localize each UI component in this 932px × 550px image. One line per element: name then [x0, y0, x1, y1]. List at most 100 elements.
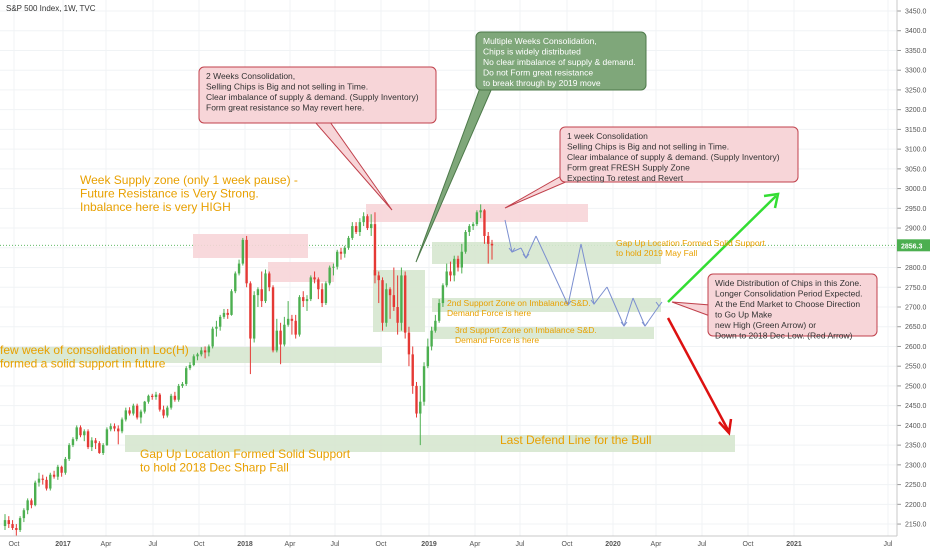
- candle-body: [445, 271, 448, 286]
- y-tick-label: 2950.0: [905, 206, 927, 213]
- candle-body: [128, 410, 131, 414]
- y-tick-label: 2250.0: [905, 482, 927, 489]
- callout-2weeks-text: Form great resistance so May revert here…: [206, 103, 364, 113]
- callout-2weeks-pointer: [313, 121, 393, 211]
- candle-body: [471, 224, 475, 227]
- candle-body: [22, 510, 26, 519]
- candle-body: [302, 297, 305, 302]
- projection-segment: [525, 235, 537, 259]
- candle-body: [249, 283, 252, 339]
- projection-arrowhead: [620, 321, 628, 327]
- candle-body: [487, 235, 490, 244]
- x-tick-label: 2018: [237, 541, 253, 548]
- few-week-label: formed a solid support in future: [0, 357, 166, 371]
- x-tick-label: 2017: [55, 541, 71, 548]
- candle-body: [177, 385, 180, 400]
- candle-body: [226, 312, 229, 315]
- callout-multiple-text: No clear imbalance of supply & demand.: [483, 57, 636, 67]
- y-tick-label: 3250.0: [905, 87, 927, 94]
- callout-1week-box: [559, 126, 799, 183]
- candle-body: [377, 275, 380, 281]
- x-tick-label: Oct: [9, 541, 20, 548]
- candle-body: [207, 346, 211, 353]
- x-tick-label: Oct: [194, 541, 205, 548]
- y-tick-label: 2900.0: [905, 226, 927, 233]
- candle-body: [67, 445, 71, 459]
- candle-body: [75, 427, 78, 440]
- callout-multiple-text: Chips is widely distributed: [483, 47, 581, 57]
- gap-up-2019-label: Gap Up Location Formed Solid Support: [616, 238, 765, 248]
- candle-body: [449, 271, 452, 276]
- candle-body: [45, 479, 48, 489]
- candle-body: [268, 273, 271, 288]
- candle-body: [336, 251, 339, 267]
- callout-wide-text: to Go Up Make: [715, 310, 772, 320]
- callout-multiple-text: Multiple Weeks Consolidation,: [483, 36, 597, 46]
- y-tick-label: 3350.0: [905, 48, 927, 55]
- candle-body: [64, 458, 67, 473]
- candle-body: [117, 428, 120, 432]
- candle-body: [94, 440, 97, 444]
- candle-body: [7, 520, 10, 525]
- y-tick-label: 3000.0: [905, 186, 927, 193]
- candle-body: [90, 440, 94, 448]
- candle-body: [11, 524, 14, 528]
- candle-body: [305, 299, 309, 302]
- candle-body: [271, 287, 275, 351]
- candle-body: [260, 289, 263, 302]
- y-tick-label: 2650.0: [905, 324, 927, 331]
- candle-body: [181, 383, 184, 386]
- candle-body: [385, 289, 388, 323]
- week-supply-label: Future Resistance is Very Strong.: [80, 187, 259, 201]
- gap-up-2018-label: Gap Up Location Formed Solid Support: [140, 447, 351, 461]
- candle-body: [234, 273, 237, 292]
- candle-body: [483, 210, 486, 236]
- callout-1week-text: Expecting To retest and Revert: [567, 173, 684, 183]
- candle-body: [26, 500, 29, 511]
- y-tick-label: 3400.0: [905, 28, 927, 35]
- week-supply-label: Inbalance here is very HIGH: [80, 200, 231, 214]
- second-zone-label: 2nd Support Zone on Imbalance S&D.: [447, 298, 591, 308]
- y-tick-label: 3100.0: [905, 147, 927, 154]
- candle-body: [332, 266, 335, 268]
- candle-body: [166, 407, 169, 416]
- candle-body: [313, 277, 316, 280]
- candle-body: [98, 443, 101, 454]
- zone-red: [268, 262, 334, 282]
- y-tick-label: 3150.0: [905, 127, 927, 134]
- candle-body: [101, 445, 105, 454]
- candle-body: [434, 320, 437, 331]
- callout-2weeks-text: Clear imbalance of supply & demand. (Sup…: [206, 92, 419, 102]
- y-tick-label: 2750.0: [905, 285, 927, 292]
- y-tick-label: 2450.0: [905, 403, 927, 410]
- zone-green: [432, 298, 661, 312]
- candle-body: [15, 528, 18, 530]
- y-tick-label: 3050.0: [905, 166, 927, 173]
- projection-segment: [623, 297, 634, 327]
- x-tick-label: Apr: [101, 541, 113, 548]
- annotation-layer: 2 Weeks Consolidation,Selling Chips is B…: [0, 31, 878, 475]
- candle-body: [294, 320, 297, 335]
- x-tick-label: Apr: [651, 541, 663, 548]
- candle-body: [460, 251, 463, 268]
- candle-body: [290, 318, 294, 321]
- projection-segment: [580, 243, 595, 305]
- candle-body: [158, 394, 161, 410]
- candle-body: [324, 283, 328, 304]
- y-tick-label: 3200.0: [905, 107, 927, 114]
- candle-body: [192, 356, 195, 366]
- callout-multiple-text: Do not Form great resistance: [483, 68, 593, 78]
- projection-arrowhead: [590, 299, 598, 305]
- second-zone-label: Demand Force is here: [447, 308, 531, 318]
- candle-body: [468, 226, 471, 233]
- candle-body: [286, 318, 290, 325]
- candle-body: [147, 395, 150, 402]
- y-tick-label: 2200.0: [905, 502, 927, 509]
- candle-body: [351, 226, 354, 238]
- chart-title: S&P 500 Index, 1W, TVC: [6, 4, 96, 13]
- candle-body: [430, 330, 433, 347]
- week-supply-label: Week Supply zone (only 1 week pause) -: [80, 173, 298, 187]
- candle-body: [283, 324, 286, 345]
- candle-body: [358, 222, 362, 233]
